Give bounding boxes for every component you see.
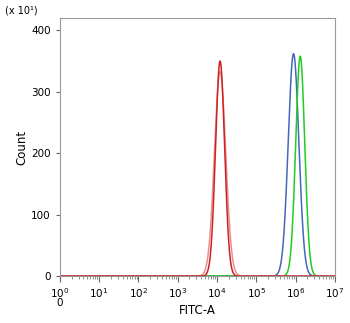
Text: (x 10¹): (x 10¹) [5, 5, 37, 16]
Y-axis label: Count: Count [15, 130, 28, 165]
X-axis label: FITC-A: FITC-A [179, 305, 216, 318]
Text: 0: 0 [57, 298, 63, 308]
